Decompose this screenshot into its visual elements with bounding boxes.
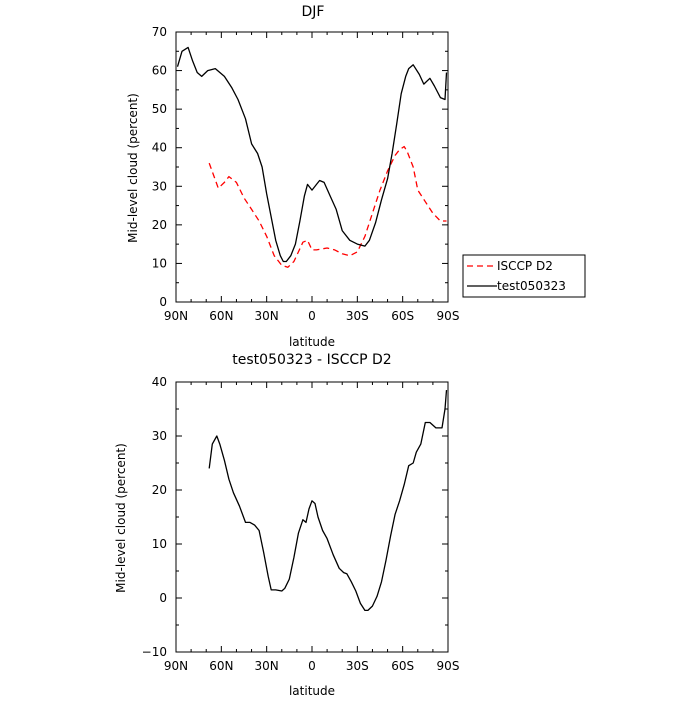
y-tick-label: 20	[152, 218, 167, 232]
x-tick-label-difference: 60S	[391, 659, 414, 673]
legend-label-test: test050323	[497, 279, 566, 293]
x-axis-label: latitude	[289, 335, 335, 349]
axis-ticks-difference	[175, 381, 449, 653]
y-tick-label: 0	[159, 295, 167, 309]
plot-lines	[176, 46, 448, 268]
panel-difference: test050323 - ISCCP D2 Mid-level cloud (p…	[114, 352, 459, 698]
y-tick-label: 60	[152, 64, 167, 78]
x-tick-label-difference: 60N	[209, 659, 233, 673]
legend: ISCCP D2 test050323	[462, 254, 586, 298]
y-tick-label: 30	[152, 179, 167, 193]
x-tick-label: 60N	[209, 309, 233, 323]
chart-title: DJF	[302, 4, 325, 20]
tick-labels-difference: 90N 60N 30N 0 30S 60S 90S −10 0 10 20 30 40	[142, 375, 460, 673]
y-tick-label: 70	[152, 25, 167, 39]
plot-lines-difference	[208, 390, 448, 612]
y-tick-label: 40	[152, 141, 167, 155]
x-tick-label: 60S	[391, 309, 414, 323]
y-axis-label: Mid-level cloud (percent)	[126, 93, 140, 243]
y-tick-label-difference: 40	[152, 375, 167, 389]
plot-frame	[175, 31, 449, 303]
x-tick-label-difference: 30S	[346, 659, 369, 673]
x-tick-label-difference: 30N	[255, 659, 279, 673]
series-line-isccp-d2	[208, 145, 447, 268]
x-axis-label-difference: latitude	[289, 684, 335, 698]
x-tick-label: 30N	[255, 309, 279, 323]
x-tick-label: 0	[308, 309, 316, 323]
y-tick-label-difference: 30	[152, 429, 167, 443]
y-tick-label-difference: 0	[159, 591, 167, 605]
legend-box	[462, 254, 586, 298]
series-line-test050323	[176, 46, 448, 263]
x-tick-label: 30S	[346, 309, 369, 323]
x-tick-label: 90N	[164, 309, 188, 323]
series-line-test050323-difference	[208, 390, 448, 612]
y-tick-label-difference: 10	[152, 537, 167, 551]
y-tick-label: 10	[152, 256, 167, 270]
x-tick-label-difference: 90S	[437, 659, 460, 673]
y-tick-label-difference: −10	[142, 645, 167, 659]
plot-frame-difference	[175, 381, 449, 653]
x-tick-label-difference: 90N	[164, 659, 188, 673]
chart-title-difference: test050323 - ISCCP D2	[232, 352, 391, 368]
panel-djf: DJF Mid-level cloud (percent) latitude 9…	[126, 4, 459, 349]
tick-labels: 90N 60N 30N 0 30S 60S 90S 0 10 20 30 40 50 60 70	[152, 25, 460, 323]
y-axis-label-difference: Mid-level cloud (percent)	[114, 443, 128, 593]
x-tick-label: 90S	[437, 309, 460, 323]
x-tick-label-difference: 0	[308, 659, 316, 673]
y-tick-label-difference: 20	[152, 483, 167, 497]
legend-label-isccp: ISCCP D2	[497, 259, 553, 273]
y-tick-label: 50	[152, 102, 167, 116]
